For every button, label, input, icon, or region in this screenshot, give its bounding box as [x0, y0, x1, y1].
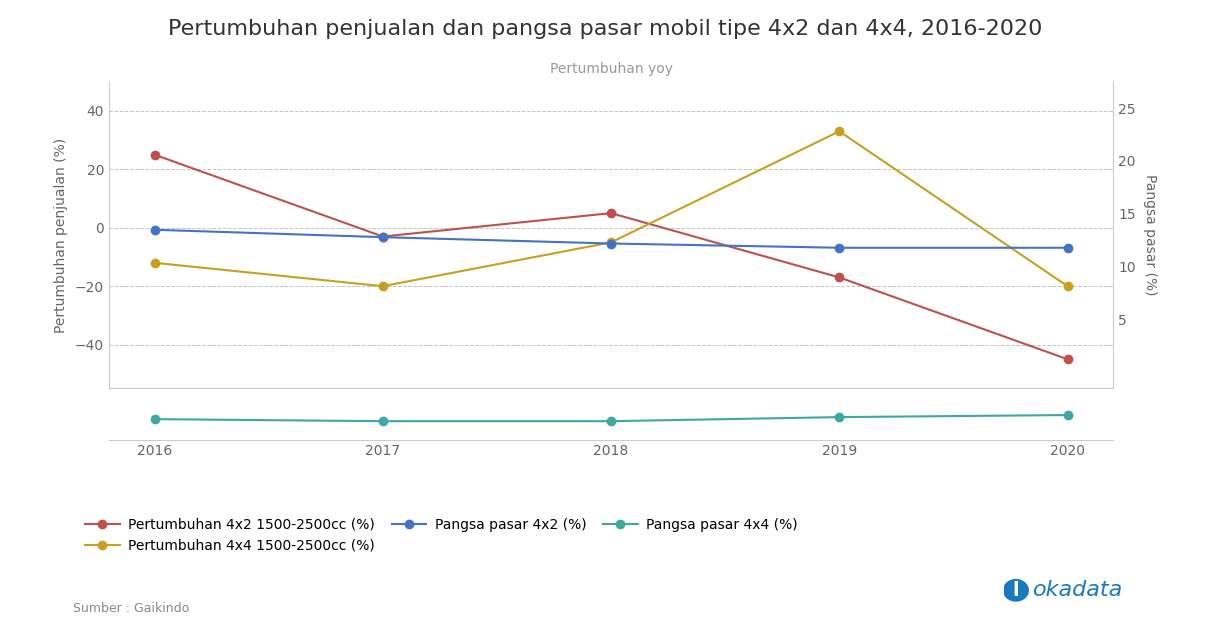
Pertumbuhan 4x4 1500-2500cc (%): [604, 239, 618, 246]
Circle shape: [1003, 580, 1028, 601]
Pangsa pasar 4x4 (%): [375, 418, 390, 425]
Pertumbuhan 4x4 1500-2500cc (%): [1060, 283, 1074, 290]
Text: Pertumbuhan penjualan dan pangsa pasar mobil tipe 4x2 dan 4x4, 2016-2020: Pertumbuhan penjualan dan pangsa pasar m…: [168, 19, 1042, 39]
Pangsa pasar 4x2 (%): [604, 240, 618, 247]
Line: Pangsa pasar 4x4 (%): Pangsa pasar 4x4 (%): [150, 411, 1072, 425]
Pertumbuhan 4x2 1500-2500cc (%): [375, 233, 390, 241]
Pangsa pasar 4x2 (%): [1060, 244, 1074, 252]
Pertumbuhan 4x2 1500-2500cc (%): [148, 151, 162, 158]
Pertumbuhan 4x2 1500-2500cc (%): [604, 209, 618, 217]
Line: Pertumbuhan 4x4 1500-2500cc (%): Pertumbuhan 4x4 1500-2500cc (%): [150, 127, 1072, 290]
Pangsa pasar 4x4 (%): [604, 418, 618, 425]
Text: l: l: [1013, 581, 1019, 600]
Line: Pertumbuhan 4x2 1500-2500cc (%): Pertumbuhan 4x2 1500-2500cc (%): [150, 151, 1072, 364]
Text: Sumber : Gaikindo: Sumber : Gaikindo: [73, 602, 189, 615]
Line: Pangsa pasar 4x2 (%): Pangsa pasar 4x2 (%): [150, 225, 1072, 252]
Pangsa pasar 4x4 (%): [1060, 411, 1074, 419]
Y-axis label: Pangsa pasar (%): Pangsa pasar (%): [1142, 175, 1157, 296]
Pertumbuhan 4x2 1500-2500cc (%): [1060, 355, 1074, 363]
Pertumbuhan 4x4 1500-2500cc (%): [832, 127, 847, 135]
Legend: Pertumbuhan 4x2 1500-2500cc (%), Pertumbuhan 4x4 1500-2500cc (%), Pangsa pasar 4: Pertumbuhan 4x2 1500-2500cc (%), Pertumb…: [80, 512, 803, 558]
Pertumbuhan 4x4 1500-2500cc (%): [148, 259, 162, 266]
Pangsa pasar 4x2 (%): [148, 226, 162, 234]
Pangsa pasar 4x4 (%): [832, 413, 847, 421]
Title: Pertumbuhan yoy: Pertumbuhan yoy: [549, 62, 673, 77]
Pertumbuhan 4x4 1500-2500cc (%): [375, 283, 390, 290]
Y-axis label: Pertumbuhan penjualan (%): Pertumbuhan penjualan (%): [54, 138, 68, 333]
Text: okadata: okadata: [1033, 580, 1124, 600]
Pertumbuhan 4x2 1500-2500cc (%): [832, 274, 847, 281]
Pangsa pasar 4x2 (%): [832, 244, 847, 252]
Pangsa pasar 4x2 (%): [375, 234, 390, 241]
Pangsa pasar 4x4 (%): [148, 415, 162, 423]
